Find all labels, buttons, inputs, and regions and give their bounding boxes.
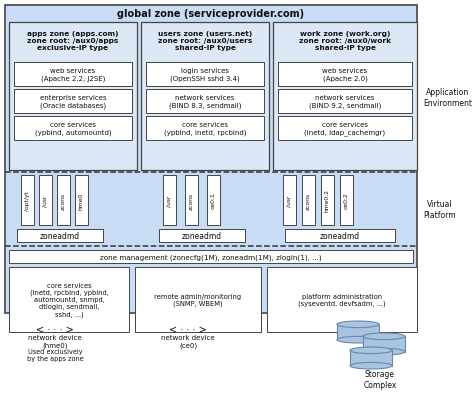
Bar	[159, 229, 245, 243]
Ellipse shape	[363, 348, 405, 355]
Text: Storage
Complex: Storage Complex	[363, 369, 397, 389]
Text: zoneadmd: zoneadmd	[40, 231, 80, 240]
Bar	[17, 229, 103, 243]
Text: zcons: zcons	[61, 192, 66, 209]
Ellipse shape	[337, 321, 379, 328]
Bar	[285, 229, 395, 243]
Text: network device
(ce0): network device (ce0)	[161, 335, 215, 348]
Ellipse shape	[350, 347, 392, 354]
Text: network services
(BIND 9.2, sendmail): network services (BIND 9.2, sendmail)	[309, 95, 381, 108]
Bar	[146, 117, 264, 141]
Text: core services
(inetd, rpcbind, ypbind,
automountd, snmpd,
dtlogin, sendmail,
ssh: core services (inetd, rpcbind, ypbind, a…	[29, 282, 109, 317]
Bar	[185, 175, 198, 225]
Bar	[283, 175, 296, 225]
Bar	[141, 23, 269, 171]
Text: zcons: zcons	[189, 192, 194, 209]
Bar	[75, 175, 88, 225]
Bar	[9, 23, 137, 171]
Bar	[9, 250, 413, 263]
Text: < · · · >: < · · · >	[169, 324, 207, 334]
Bar	[340, 175, 353, 225]
Text: /usr: /usr	[287, 195, 292, 206]
Text: Application
Environment: Application Environment	[423, 88, 472, 108]
Text: ce0:1: ce0:1	[211, 192, 216, 209]
Bar	[363, 337, 405, 352]
Ellipse shape	[350, 362, 392, 369]
Text: network device
(hme0): network device (hme0)	[28, 335, 82, 348]
Bar	[350, 351, 392, 366]
Bar	[273, 23, 417, 171]
Text: zoneadmd: zoneadmd	[182, 231, 222, 240]
Text: zcons: zcons	[306, 192, 311, 209]
Text: network services
(BIND 8.3, sendmail): network services (BIND 8.3, sendmail)	[169, 95, 241, 108]
Text: core services
(ypbind, automountd): core services (ypbind, automountd)	[35, 122, 111, 135]
Text: Virtual
Platform: Virtual Platform	[423, 200, 456, 219]
Bar	[14, 90, 132, 114]
Bar	[337, 324, 379, 340]
Text: enterprise services
(Oracle databases): enterprise services (Oracle databases)	[40, 95, 106, 108]
Text: core services
(ypbind, inetd, rpcbind): core services (ypbind, inetd, rpcbind)	[164, 122, 246, 135]
Text: login services
(OpenSSH sshd 3.4): login services (OpenSSH sshd 3.4)	[170, 68, 240, 81]
Text: /opt/yt: /opt/yt	[25, 191, 30, 210]
Text: web services
(Apache 2.2, J2SE): web services (Apache 2.2, J2SE)	[41, 68, 105, 81]
Bar	[146, 63, 264, 87]
Bar	[39, 175, 52, 225]
Text: work zone (work.org)
zone root: /aux0/work
shared-IP type: work zone (work.org) zone root: /aux0/wo…	[299, 31, 391, 51]
Text: zone management (zonecfg(1M), zoneadm(1M), zlogin(1), ...): zone management (zonecfg(1M), zoneadm(1M…	[100, 254, 322, 260]
Bar	[57, 175, 70, 225]
Bar	[207, 175, 220, 225]
Text: zoneadmd: zoneadmd	[320, 231, 360, 240]
Ellipse shape	[363, 333, 405, 340]
Text: Used exclusively
by the apps zone: Used exclusively by the apps zone	[27, 348, 83, 362]
Bar	[14, 63, 132, 87]
Bar	[278, 63, 412, 87]
Bar	[21, 175, 34, 225]
Ellipse shape	[337, 337, 379, 343]
Bar	[135, 267, 261, 332]
Text: apps zone (apps.com)
zone root: /aux0/apps
exclusive-IP type: apps zone (apps.com) zone root: /aux0/ap…	[27, 31, 119, 51]
Text: users zone (users.net)
zone root: /aux0/users
shared-IP type: users zone (users.net) zone root: /aux0/…	[158, 31, 252, 51]
Bar	[267, 267, 417, 332]
Text: web services
(Apache 2.0): web services (Apache 2.0)	[322, 68, 368, 81]
Text: hme0: hme0	[79, 192, 84, 209]
Bar	[14, 117, 132, 141]
Bar	[278, 90, 412, 114]
Bar	[278, 117, 412, 141]
Text: /usr: /usr	[167, 195, 172, 206]
Text: ce0:2: ce0:2	[344, 192, 349, 209]
Bar	[5, 6, 417, 313]
Text: /usr: /usr	[43, 195, 48, 206]
Text: global zone (serviceprovider.com): global zone (serviceprovider.com)	[118, 9, 305, 19]
Text: remote admin/monitoring
(SNMP, WBEM): remote admin/monitoring (SNMP, WBEM)	[155, 293, 242, 306]
Bar	[163, 175, 176, 225]
Bar	[146, 90, 264, 114]
Text: hme0:2: hme0:2	[325, 189, 330, 212]
Text: core services
(inetd, ldap_cachemgr): core services (inetd, ldap_cachemgr)	[304, 122, 385, 135]
Bar	[321, 175, 334, 225]
Bar	[302, 175, 315, 225]
Bar	[9, 267, 129, 332]
Text: < · · · >: < · · · >	[36, 324, 74, 334]
Text: platform administration
(syseventd, devfsadm, ...): platform administration (syseventd, devf…	[298, 293, 386, 306]
